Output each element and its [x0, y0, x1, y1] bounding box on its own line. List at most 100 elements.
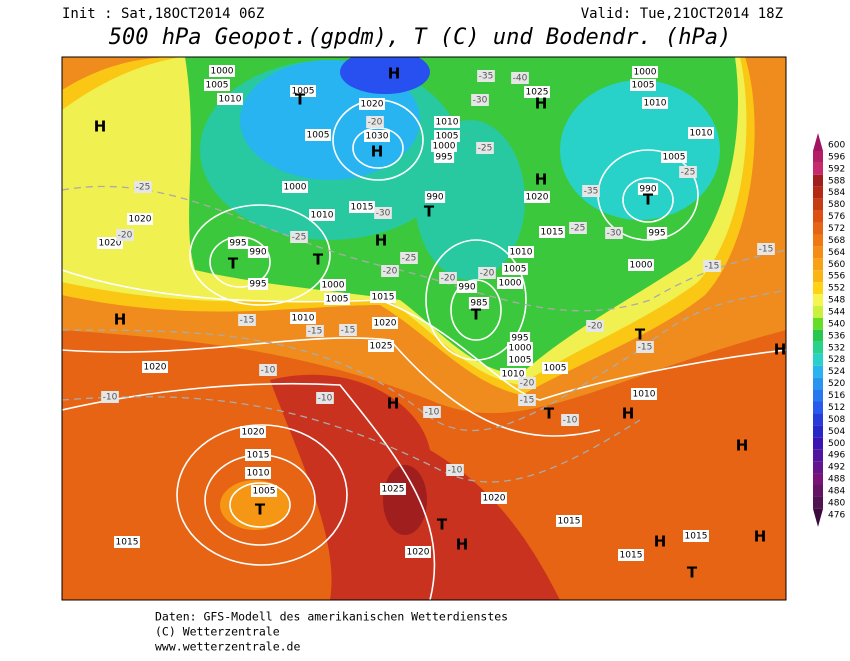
- isotherm-label: -25: [478, 144, 493, 154]
- isotherm-label: -40: [513, 74, 528, 84]
- footer-source: Daten: GFS-Modell des amerikanischen Wet…: [155, 610, 508, 624]
- isobar-label-box: [370, 291, 396, 303]
- colorbar-swatch: [813, 413, 823, 426]
- isotherm-label-box: [569, 222, 587, 234]
- isotherm-label-box: [439, 272, 457, 284]
- isobar-label-box: [542, 362, 568, 374]
- pressure-center: T: [544, 405, 555, 423]
- isotherm-label: -20: [480, 269, 495, 279]
- isobar-label: 1010: [292, 314, 315, 324]
- isotherm-label: -30: [473, 96, 488, 106]
- isobar-label: 1005: [326, 295, 349, 305]
- colorbar-swatch: [813, 174, 823, 187]
- isobar-label: 1015: [620, 551, 643, 561]
- colorbar-label: 564: [828, 248, 845, 258]
- isobar-label-box: [290, 312, 316, 324]
- colorbar-swatch: [813, 270, 823, 283]
- isotherm-label: -35: [479, 72, 494, 82]
- isotherm-label-box: [400, 252, 418, 264]
- isobar-label: 1000: [433, 142, 456, 152]
- isotherm-label: -15: [638, 343, 653, 353]
- colorbar-label: 592: [828, 164, 845, 174]
- colorbar-swatch: [813, 258, 823, 271]
- isotherm-label: -20: [118, 231, 133, 241]
- colorbar-swatch: [813, 133, 823, 151]
- isobar-label: 1020: [526, 193, 549, 203]
- isobar-label: 1005: [544, 364, 567, 374]
- isotherm-label: -25: [571, 224, 586, 234]
- colorbar-swatch: [813, 353, 823, 366]
- isotherm-label-box: [101, 391, 119, 403]
- isobar-label: 990: [639, 185, 656, 195]
- colorbar-label: 556: [828, 272, 845, 282]
- isobar-label: 1025: [382, 485, 405, 495]
- colorbar-swatch: [813, 389, 823, 402]
- isobar-label-box: [618, 549, 644, 561]
- isobar-label: 1025: [37, 97, 60, 107]
- footer-url: www.wetterzentrale.de: [155, 640, 300, 654]
- isobar-label-box: [245, 449, 271, 461]
- isotherm-label-box: [477, 70, 495, 82]
- colorbar-swatch: [813, 485, 823, 497]
- isotherm-label-box: [561, 414, 579, 426]
- colorbar-label: 488: [828, 475, 845, 485]
- isobar-label: 1025: [370, 342, 393, 352]
- isotherm-label-box: [703, 260, 721, 272]
- isobar-label-box: [434, 130, 460, 142]
- map-frame: [61, 56, 787, 601]
- colorbar-swatch: [813, 341, 823, 354]
- isobar-label: 990: [458, 283, 475, 293]
- isobar-label: 1020: [483, 494, 506, 504]
- isobar-label-box: [372, 317, 398, 329]
- pressure-center: H: [375, 232, 388, 250]
- pressure-center: T: [424, 203, 435, 221]
- isobar-label: 995: [229, 239, 246, 249]
- isobar-label-box: [502, 263, 528, 275]
- isobar-label: 1000: [509, 344, 532, 354]
- pressure-center: H: [754, 528, 767, 546]
- isotherm-label-box: [290, 231, 308, 243]
- isobar-label-box: [35, 95, 61, 107]
- isobar-label: 1010: [633, 390, 656, 400]
- isobar-label: 1005: [292, 87, 315, 97]
- map: 1025 1020 1020 1020 1020 1015 1010 1005 1015 1020…: [35, 57, 786, 600]
- isotherm-label: -15: [240, 316, 255, 326]
- isobar-label: 995: [648, 229, 665, 239]
- isobar-label-box: [114, 536, 140, 548]
- colorbar-label: 532: [828, 343, 845, 353]
- isotherm-label-box: [316, 392, 334, 404]
- colorbar-swatch: [813, 461, 823, 474]
- colorbar-label: 524: [828, 367, 845, 377]
- isobar-label: 1005: [206, 81, 229, 91]
- isobar-label-box: [431, 140, 457, 152]
- colorbar-label: 552: [828, 284, 845, 294]
- isobar-label-box: [290, 85, 316, 97]
- colorbar-label: 520: [828, 379, 845, 389]
- isobar-label-box: [688, 127, 714, 139]
- isobar-label-box: [247, 246, 269, 258]
- isobar-label: 1015: [247, 451, 270, 461]
- isotherm-label: -20: [520, 379, 535, 389]
- isotherm-label: -10: [261, 366, 276, 376]
- colorbar-swatch: [813, 186, 823, 199]
- colorbar-label: 596: [828, 152, 845, 162]
- colorbar-label: 492: [828, 463, 845, 473]
- colorbar-label: 508: [828, 415, 845, 425]
- isotherm-label-box: [605, 227, 623, 239]
- isobar-label: 1005: [632, 81, 655, 91]
- isotherm-label-box: [446, 464, 464, 476]
- colorbar-swatch: [813, 377, 823, 390]
- isobar-label-box: [282, 181, 308, 193]
- isobar-label-box: [456, 281, 478, 293]
- isobar-label-box: [507, 342, 533, 354]
- isotherm-label: -20: [383, 267, 398, 277]
- isotherm-label-box: [366, 116, 384, 128]
- colorbar-swatch: [813, 294, 823, 307]
- pressure-center: T: [295, 91, 306, 109]
- isobar-label-box: [405, 546, 431, 558]
- pressure-center: T: [313, 251, 324, 269]
- isobar-lines: [62, 99, 786, 600]
- colorbar-swatch: [813, 496, 823, 509]
- pressure-center: H: [94, 118, 107, 136]
- isobar-label-box: [497, 277, 523, 289]
